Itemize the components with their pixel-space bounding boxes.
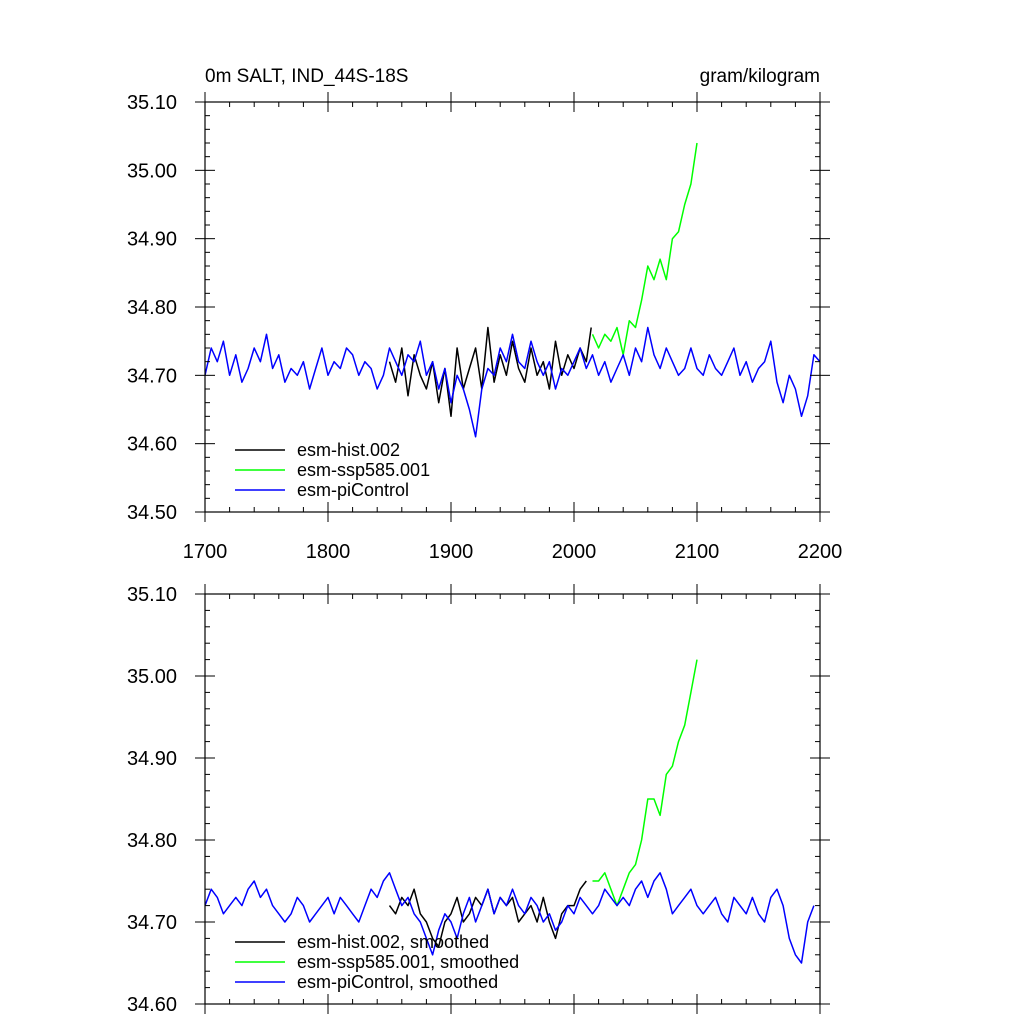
y-tick-label: 34.90 <box>127 748 177 770</box>
y-tick-label: 35.00 <box>127 160 177 182</box>
chart-title: 0m SALT, IND_44S-18S <box>205 66 408 87</box>
legend-label: esm-ssp585.001 <box>297 460 430 480</box>
units-label: gram/kilogram <box>700 66 820 87</box>
legend-label: esm-ssp585.001, smoothed <box>297 952 519 972</box>
x-tick-label: 2100 <box>675 541 720 563</box>
series-group <box>205 659 815 964</box>
series-line-2 <box>592 659 698 907</box>
y-tick-label: 35.10 <box>127 584 177 606</box>
x-tick-label: 2200 <box>798 541 843 563</box>
plot-frame <box>204 593 821 1005</box>
panel-1: 34.50 34.60 34.70 34.80 34.90 35.00 35.10 1700 1… <box>127 66 842 563</box>
y-tick-label: 34.60 <box>127 434 177 456</box>
series-group <box>205 142 820 438</box>
series-line-2 <box>591 142 698 356</box>
y-tick-label: 34.70 <box>127 912 177 934</box>
y-tick-label: 34.60 <box>127 994 177 1016</box>
legend-label: esm-hist.002 <box>297 440 400 460</box>
x-tick-label: 1900 <box>429 541 474 563</box>
y-tick-label: 34.80 <box>127 830 177 852</box>
y-tick-label: 34.70 <box>127 365 177 387</box>
y-tick-label: 34.90 <box>127 229 177 251</box>
x-tick-label: 2000 <box>552 541 597 563</box>
series-line-3 <box>205 872 815 964</box>
y-tick-label: 35.10 <box>127 92 177 114</box>
legend-label: esm-piControl, smoothed <box>297 972 498 992</box>
series-line-3 <box>205 326 820 438</box>
y-tick-label: 34.50 <box>127 502 177 524</box>
series-line-1 <box>388 326 592 418</box>
legend-label: esm-hist.002, smoothed <box>297 932 489 952</box>
legend-label: esm-piControl <box>297 480 409 500</box>
y-tick-label: 35.00 <box>127 666 177 688</box>
panel-2: 34.60 34.70 34.80 34.90 35.00 35.10 esm-hist.0… <box>127 584 830 1016</box>
x-tick-label: 1800 <box>306 541 351 563</box>
x-tick-label: 1700 <box>183 541 228 563</box>
y-tick-label: 34.80 <box>127 297 177 319</box>
